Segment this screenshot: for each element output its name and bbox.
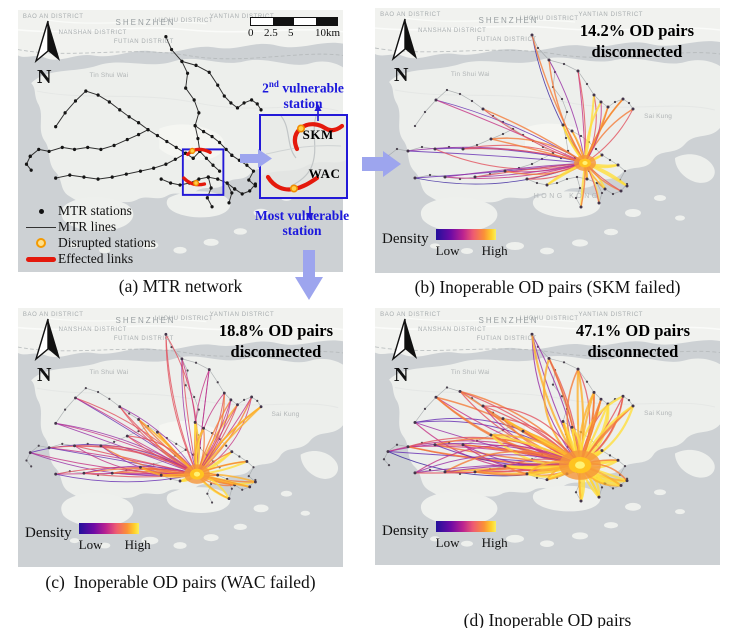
map-panel-d: BAO AN DISTRICT NANSHAN DISTRICT SHENZHE… [375,308,720,565]
north-arrow-icon [391,18,417,62]
density-title: Density [382,231,429,247]
inset-map [261,115,346,197]
north-label: N [37,66,52,88]
density-high-label: High [481,243,508,258]
density-low-label: Low [78,537,103,552]
density-low-label: Low [435,243,460,258]
north-arrow-icon [34,318,60,362]
od-density-map-wac [18,308,343,567]
north-arrow: N [31,19,75,89]
caption-panel-a: (a) MTR network [118,276,243,296]
density-low-label: Low [435,535,460,550]
legend-label: MTR stations [58,203,132,218]
density-gradient-bar [435,521,496,532]
density-legend: Density Low High [25,523,151,553]
legend-label: Disrupted stations [58,235,156,250]
annotation-second-vulnerable: 2nd vulnerable station [262,79,344,111]
panel-c: BAO AN DISTRICT NANSHAN DISTRICT SHENZHE… [18,308,343,618]
legend-label: Effected links [58,251,134,266]
map-panel-b: BAO AN DISTRICT NANSHAN DISTRICT SHENZHE… [375,8,720,273]
north-label: N [394,64,409,86]
panel-b: BAO AN DISTRICT NANSHAN DISTRICT SHENZHE… [375,8,720,308]
legend-item: Effected links [24,251,174,267]
legend-item: MTR lines [24,219,174,235]
north-arrow: N [388,17,432,87]
density-gradient-bar [78,523,139,534]
caption-panel-d: (d) Inoperable OD pairs (WAC and SKM fai… [463,610,632,628]
stat-disconnected: 18.8% OD pairs disconnected [218,321,333,361]
disrupted-station-icon [36,238,46,248]
station-label-wac: WAC [308,166,341,182]
map-panel-c: BAO AN DISTRICT NANSHAN DISTRICT SHENZHE… [18,308,343,567]
od-density-map-wac-skm [375,308,720,565]
od-density-map-skm [375,8,720,273]
scale-bar-segments [250,17,338,26]
inset-zoom-box: SKM WAC [259,114,348,199]
density-title: Density [25,525,72,541]
density-high-label: High [124,537,151,552]
density-legend: Density Low High [382,229,508,259]
density-gradient-bar [435,229,496,240]
caption-panel-b: (b) Inoperable OD pairs (SKM failed) [414,277,681,297]
legend-label: MTR lines [58,219,117,234]
stat-disconnected: 14.2% OD pairs disconnected [579,21,694,61]
stat-disconnected: 47.1% OD pairs disconnected [575,321,690,361]
scale-label: 2.5 [264,27,278,39]
north-arrow: N [31,317,75,387]
scale-bar: 0 2.5 5 10km [248,17,340,40]
mtr-line-icon [26,226,56,228]
station-label-skm: SKM [302,127,334,143]
caption-panel-c: (c) Inoperable OD pairs (WAC failed) [45,572,316,592]
scale-label: 0 [248,27,254,39]
north-label: N [37,364,52,386]
north-arrow-icon [34,20,60,64]
north-label: N [394,364,409,386]
map-legend: MTR stations MTR lines Disrupted station… [24,203,174,267]
legend-item: MTR stations [24,203,174,219]
north-arrow: N [388,317,432,387]
north-arrow-icon [391,318,417,362]
density-high-label: High [481,535,508,550]
scale-label: 5 [288,27,294,39]
panel-d: BAO AN DISTRICT NANSHAN DISTRICT SHENZHE… [375,308,720,628]
density-legend: Density Low High [382,521,508,551]
legend-item: Disrupted stations [24,235,174,251]
scale-label: 10km [314,27,340,39]
mtr-station-icon [38,208,44,214]
effected-link-icon [26,256,56,262]
density-title: Density [382,523,429,539]
annotation-most-vulnerable: Most vulnerable station [254,208,350,238]
